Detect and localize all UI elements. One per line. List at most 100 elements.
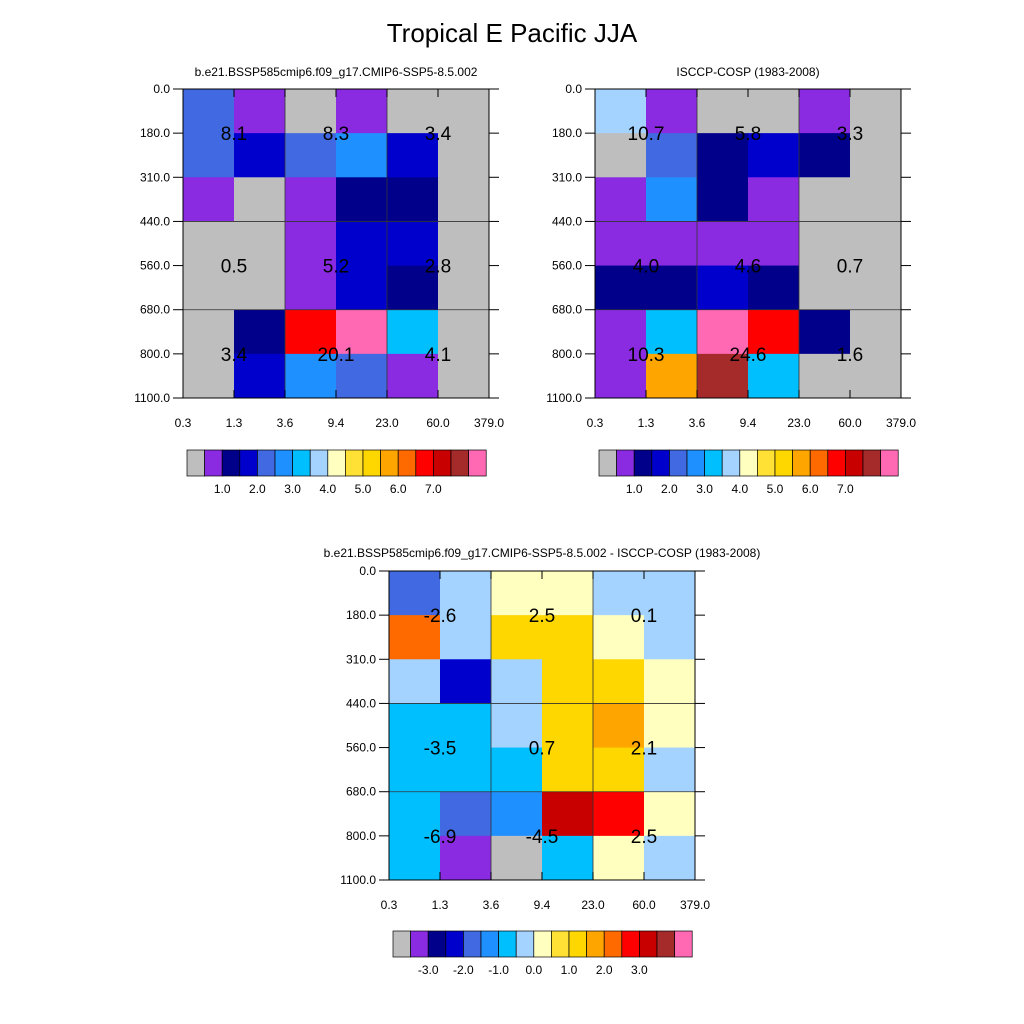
heatmap-cell bbox=[285, 221, 337, 267]
y-tick-label: 440.0 bbox=[140, 214, 170, 228]
block-value-label: 2.5 bbox=[529, 606, 555, 627]
colorbar-label: 4.0 bbox=[731, 482, 748, 496]
colorbar-label: -3.0 bbox=[418, 963, 439, 977]
block-value-label: 3.4 bbox=[425, 124, 452, 145]
y-tick-label: 1100.0 bbox=[546, 391, 582, 405]
x-tick-label: 9.4 bbox=[740, 416, 757, 430]
colorbar-swatch bbox=[433, 449, 452, 477]
heatmap-cell bbox=[491, 747, 543, 793]
colorbar-swatch bbox=[704, 449, 723, 477]
heatmap-cell bbox=[183, 353, 235, 399]
heatmap-cell bbox=[440, 835, 492, 881]
diff-panel-title: b.e21.BSSP585cmip6.f09_g17.CMIP6-SSP5-8.… bbox=[324, 546, 761, 560]
heatmap-cell bbox=[438, 89, 490, 134]
x-tick-label: 3.6 bbox=[689, 416, 706, 430]
x-tick-label: 9.4 bbox=[328, 416, 345, 430]
y-tick-label: 0.0 bbox=[359, 564, 376, 578]
block-value-label: 4.1 bbox=[425, 345, 451, 366]
colorbar-label: 1.0 bbox=[561, 963, 578, 977]
heatmap-cell bbox=[285, 177, 337, 222]
heatmap-cell bbox=[336, 309, 388, 355]
colorbar-swatch bbox=[415, 449, 434, 477]
block-value-label: 0.1 bbox=[631, 606, 657, 627]
colorbar-label: 4.0 bbox=[319, 482, 336, 496]
colorbar-swatch bbox=[362, 449, 381, 477]
heatmap-cell bbox=[336, 133, 388, 178]
colorbar-swatch bbox=[757, 449, 776, 477]
heatmap-cell bbox=[850, 353, 902, 399]
heatmap-cell bbox=[748, 309, 800, 355]
y-tick-label: 180.0 bbox=[140, 126, 170, 140]
block-value-label: 1.6 bbox=[837, 345, 863, 366]
x-tick-label: 3.6 bbox=[483, 898, 500, 912]
heatmap-cell bbox=[387, 309, 439, 355]
heatmap-cell bbox=[389, 615, 441, 660]
y-tick-label: 0.0 bbox=[153, 82, 170, 96]
x-tick-label: 0.3 bbox=[175, 416, 192, 430]
colorbar-swatch bbox=[480, 930, 499, 958]
heatmap-cell bbox=[644, 835, 696, 881]
colorbar-label: 3.0 bbox=[696, 482, 713, 496]
x-tick-label: 9.4 bbox=[534, 898, 551, 912]
heatmap-cell bbox=[285, 133, 337, 178]
heatmap-cell bbox=[799, 89, 851, 134]
colorbar-swatch bbox=[239, 449, 258, 477]
y-tick-label: 0.0 bbox=[565, 82, 582, 96]
model-colorbar: 1.0 2.0 3.0 4.0 5.0 6.0 7.0 bbox=[186, 449, 487, 496]
heatmap-cell bbox=[646, 133, 698, 178]
colorbar-swatch bbox=[656, 930, 675, 958]
heatmap-cell bbox=[491, 615, 543, 660]
heatmap-cell bbox=[389, 747, 441, 793]
colorbar-swatch bbox=[633, 449, 653, 477]
heatmap-cell bbox=[799, 265, 851, 311]
heatmap-cell bbox=[748, 353, 800, 399]
colorbar-swatch bbox=[309, 449, 329, 477]
block-value-label: -4.5 bbox=[526, 827, 559, 848]
colorbar-swatch bbox=[445, 930, 464, 958]
colorbar-label: 2.0 bbox=[596, 963, 613, 977]
colorbar-label: 5.0 bbox=[355, 482, 372, 496]
y-tick-label: 1100.0 bbox=[134, 391, 170, 405]
x-tick-label: 23.0 bbox=[375, 416, 399, 430]
block-value-label: 24.6 bbox=[730, 345, 767, 366]
colorbar-swatch bbox=[739, 449, 758, 477]
heatmap-cell bbox=[438, 221, 490, 267]
colorbar-swatch bbox=[721, 449, 741, 477]
heatmap-cell bbox=[234, 133, 286, 178]
heatmap-cell bbox=[336, 177, 388, 222]
colorbar-swatch bbox=[345, 449, 364, 477]
heatmap-cell bbox=[644, 571, 696, 616]
heatmap-cell bbox=[595, 133, 647, 178]
x-tick-label: 23.0 bbox=[581, 898, 605, 912]
colorbar-swatch bbox=[639, 930, 658, 958]
block-value-label: 0.7 bbox=[529, 739, 555, 760]
colorbar-label: -2.0 bbox=[453, 963, 474, 977]
heatmap-cell bbox=[285, 309, 337, 355]
block-value-label: -6.9 bbox=[424, 827, 457, 848]
heatmap-cell bbox=[440, 571, 492, 616]
heatmap-cell bbox=[799, 309, 851, 355]
colorbar-swatch bbox=[651, 449, 670, 477]
heatmap-cell bbox=[183, 221, 235, 267]
heatmap-cell bbox=[285, 265, 337, 311]
colorbar-swatch bbox=[845, 449, 864, 477]
heatmap-cell bbox=[387, 89, 439, 134]
heatmap-cell bbox=[799, 177, 851, 222]
heatmap-cell bbox=[387, 353, 439, 399]
diff-panel: b.e21.BSSP585cmip6.f09_g17.CMIP6-SSP5-8.… bbox=[324, 546, 761, 977]
heatmap-cell bbox=[595, 353, 647, 399]
heatmap-cell bbox=[850, 89, 902, 134]
figure-title: Tropical E Pacific JJA bbox=[387, 18, 638, 48]
colorbar-swatch bbox=[533, 930, 552, 958]
heatmap-cell bbox=[644, 659, 696, 704]
colorbar-swatch bbox=[380, 449, 399, 477]
colorbar-swatch bbox=[186, 449, 205, 477]
heatmap-cell bbox=[183, 89, 235, 134]
heatmap-cell bbox=[387, 265, 439, 311]
colorbar-swatch bbox=[410, 930, 429, 958]
heatmap-cell bbox=[697, 133, 749, 178]
heatmap-cell bbox=[595, 89, 647, 134]
colorbar-swatch bbox=[468, 449, 487, 477]
heatmap-cell bbox=[387, 133, 439, 178]
heatmap-cell bbox=[644, 703, 696, 749]
